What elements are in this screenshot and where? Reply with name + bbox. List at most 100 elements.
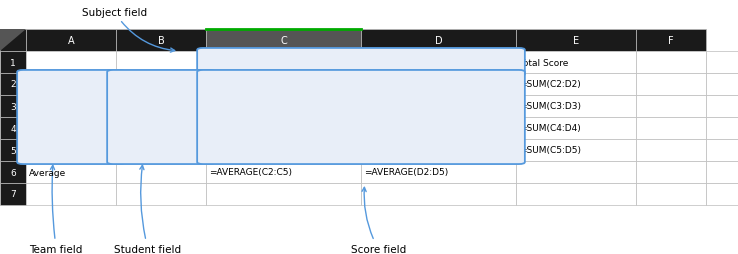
- Text: D: D: [435, 36, 442, 46]
- Bar: [116, 52, 206, 74]
- Text: 4: 4: [10, 124, 15, 133]
- Bar: [26, 30, 116, 52]
- Text: =AVERAGE(D2:D5): =AVERAGE(D2:D5): [364, 168, 448, 177]
- Text: 5: 5: [10, 146, 16, 155]
- Bar: [26, 139, 116, 161]
- Text: Total Score: Total Score: [519, 58, 568, 67]
- Bar: [116, 183, 206, 205]
- Text: =SUM(C4:D4): =SUM(C4:D4): [519, 124, 581, 133]
- Text: F: F: [668, 36, 674, 46]
- Text: C: C: [280, 36, 287, 46]
- Bar: [636, 118, 706, 139]
- Text: Average: Average: [29, 168, 66, 177]
- Text: Math: Math: [209, 58, 232, 67]
- Bar: [206, 183, 361, 205]
- Bar: [0, 52, 26, 74]
- Bar: [361, 74, 516, 96]
- Text: Bob: Bob: [119, 80, 137, 89]
- Text: =AVERAGE(C2:C5): =AVERAGE(C2:C5): [209, 168, 292, 177]
- Bar: [116, 74, 206, 96]
- FancyBboxPatch shape: [197, 49, 525, 77]
- Text: Team A: Team A: [29, 80, 62, 89]
- Text: Score field: Score field: [351, 188, 406, 254]
- Bar: [516, 183, 636, 205]
- Bar: [206, 74, 361, 96]
- Text: B: B: [158, 36, 165, 46]
- Text: Team B: Team B: [29, 124, 62, 133]
- Text: E: E: [573, 36, 579, 46]
- Bar: [361, 183, 516, 205]
- Bar: [361, 161, 516, 183]
- Bar: [0, 74, 26, 96]
- Bar: [361, 52, 516, 74]
- Text: Team field: Team field: [30, 166, 83, 254]
- Bar: [116, 118, 206, 139]
- Bar: [0, 96, 26, 118]
- FancyBboxPatch shape: [197, 71, 525, 164]
- Bar: [116, 96, 206, 118]
- Bar: [516, 118, 636, 139]
- Text: 95: 95: [364, 146, 376, 155]
- Bar: [0, 30, 26, 52]
- Text: =SUM(C2:D2): =SUM(C2:D2): [519, 80, 581, 89]
- Bar: [0, 183, 26, 205]
- Bar: [206, 96, 361, 118]
- Text: A: A: [68, 36, 75, 46]
- Bar: [26, 183, 116, 205]
- FancyBboxPatch shape: [107, 71, 215, 164]
- Bar: [361, 118, 516, 139]
- FancyBboxPatch shape: [17, 71, 125, 164]
- Bar: [26, 74, 116, 96]
- Bar: [206, 30, 361, 52]
- Bar: [361, 139, 516, 161]
- Bar: [361, 96, 516, 118]
- Bar: [26, 52, 116, 74]
- Bar: [116, 161, 206, 183]
- Bar: [706, 96, 738, 118]
- Bar: [116, 30, 206, 52]
- Bar: [636, 30, 706, 52]
- Bar: [361, 30, 516, 52]
- Bar: [26, 96, 116, 118]
- Text: 80: 80: [364, 102, 376, 111]
- Text: Physics: Physics: [364, 58, 397, 67]
- Bar: [516, 74, 636, 96]
- Bar: [636, 161, 706, 183]
- Text: 3: 3: [10, 102, 16, 111]
- Text: John: John: [119, 124, 139, 133]
- Text: =SUM(C5:D5): =SUM(C5:D5): [519, 146, 581, 155]
- Text: =SUM(C3:D3): =SUM(C3:D3): [519, 102, 581, 111]
- Bar: [636, 183, 706, 205]
- Bar: [706, 52, 738, 74]
- Polygon shape: [0, 30, 26, 52]
- Text: 86: 86: [209, 124, 221, 133]
- Bar: [706, 118, 738, 139]
- Bar: [516, 30, 636, 52]
- Text: Sally: Sally: [119, 146, 141, 155]
- Bar: [636, 74, 706, 96]
- Text: 1: 1: [10, 58, 16, 67]
- Bar: [206, 139, 361, 161]
- Text: 6: 6: [10, 168, 16, 177]
- Bar: [706, 74, 738, 96]
- Bar: [0, 161, 26, 183]
- Bar: [516, 161, 636, 183]
- Bar: [0, 139, 26, 161]
- Bar: [636, 139, 706, 161]
- Bar: [26, 161, 116, 183]
- Bar: [0, 118, 26, 139]
- Bar: [206, 118, 361, 139]
- Bar: [206, 161, 361, 183]
- Bar: [516, 139, 636, 161]
- Bar: [206, 52, 361, 74]
- Bar: [516, 52, 636, 74]
- Bar: [706, 161, 738, 183]
- Text: 2: 2: [10, 80, 15, 89]
- Bar: [116, 139, 206, 161]
- Text: 84: 84: [364, 80, 376, 89]
- Text: Student field: Student field: [114, 166, 182, 254]
- Bar: [636, 96, 706, 118]
- Bar: [706, 139, 738, 161]
- Text: 81: 81: [209, 80, 221, 89]
- Bar: [516, 96, 636, 118]
